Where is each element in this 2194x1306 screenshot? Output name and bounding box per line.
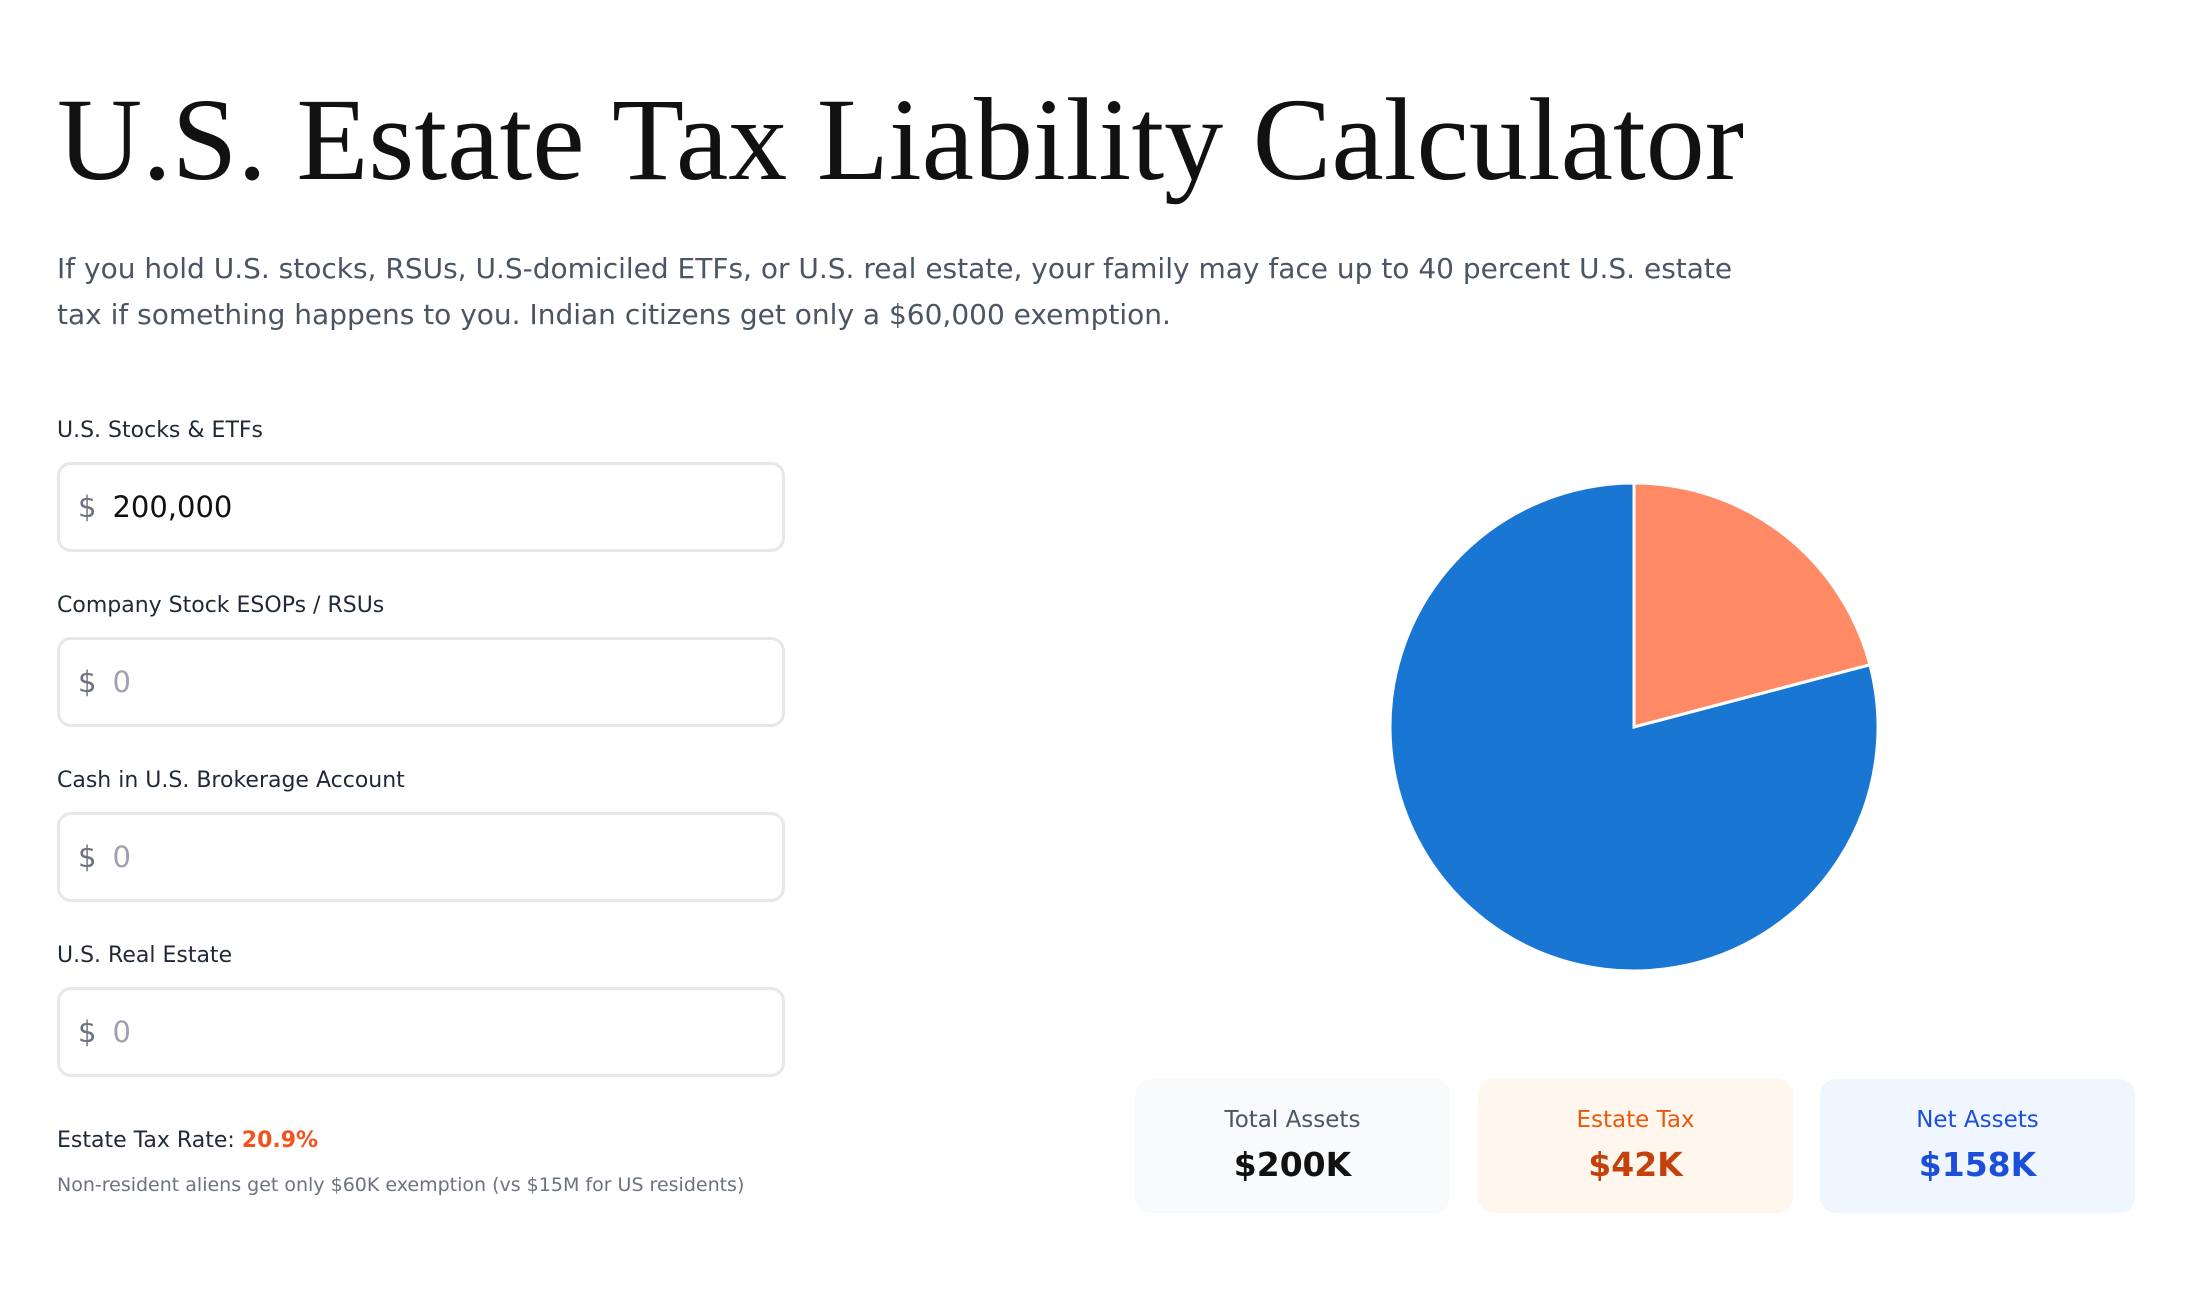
input-placeholder: 0 — [112, 1015, 131, 1049]
net-card: Net Assets $158K — [1820, 1079, 2135, 1213]
card-value: $158K — [1918, 1145, 2037, 1184]
card-value: $42K — [1588, 1145, 1683, 1184]
input-placeholder: 0 — [112, 840, 131, 874]
currency-symbol: $ — [78, 665, 97, 699]
total-card: Total Assets $200K — [1135, 1079, 1450, 1213]
input-field[interactable]: $0 — [57, 637, 785, 727]
input-value: 200,000 — [112, 490, 233, 524]
note: Non-resident aliens get only $60K exempt… — [57, 1174, 745, 1196]
tax-card: Estate Tax $42K — [1478, 1079, 1793, 1213]
rate-label: Estate Tax Rate: — [57, 1128, 235, 1153]
input-field[interactable]: $0 — [57, 987, 785, 1077]
pie-chart — [1388, 481, 1880, 973]
currency-symbol: $ — [78, 1015, 97, 1049]
field-label: U.S. Stocks & ETFs — [57, 418, 263, 443]
rate-line: Estate Tax Rate: 20.9% — [57, 1128, 318, 1153]
field-label: Cash in U.S. Brokerage Account — [57, 768, 405, 793]
rate-value: 20.9% — [241, 1128, 319, 1153]
input-field[interactable]: $0 — [57, 812, 785, 902]
card-title: Estate Tax — [1576, 1107, 1695, 1133]
field-label: U.S. Real Estate — [57, 943, 233, 968]
currency-symbol: $ — [78, 840, 97, 874]
input-placeholder: 0 — [112, 665, 131, 699]
field-label: Company Stock ESOPs / RSUs — [57, 593, 385, 618]
card-title: Total Assets — [1224, 1107, 1361, 1133]
card-title: Net Assets — [1916, 1107, 2039, 1133]
pie-slice — [1388, 481, 1880, 973]
subtitle: If you hold U.S. stocks, RSUs, U.S-domic… — [57, 252, 1733, 331]
card-value: $200K — [1233, 1145, 1352, 1184]
currency-symbol: $ — [78, 490, 97, 524]
page-title: U.S. Estate Tax Liability Calculator — [57, 74, 1745, 205]
input-field[interactable]: $200,000 — [57, 462, 785, 552]
pie-slice — [1632, 481, 1872, 729]
